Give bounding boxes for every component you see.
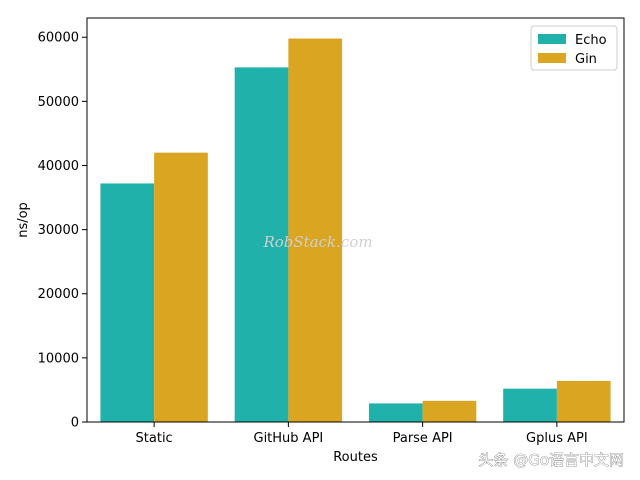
y-tick-label: 0 [71,416,79,431]
y-axis-label: ns/op [16,202,31,238]
y-tick-label: 50000 [38,95,79,110]
bar-echo-gplus-api [503,388,557,422]
legend: Echo Gin [530,25,618,71]
bar-gin-gplus-api [556,380,611,422]
x-tick-label: Static [136,431,173,446]
plot-frame [86,17,625,423]
x-tick-label: Gplus API [526,431,588,446]
x-axis-ticks: Static GitHub API Parse API Gplus API [136,422,588,446]
bars-group [100,38,611,423]
y-tick-label: 30000 [38,223,79,238]
bar-gin-parse-api [422,400,477,422]
watermark-corner: 头条 @Go语言中文网 [478,451,624,469]
legend-label-gin: Gin [575,52,597,67]
bar-gin-github-api [288,38,343,423]
y-tick-label: 40000 [38,159,79,174]
legend-label-echo: Echo [575,33,607,48]
y-tick-label: 10000 [38,351,79,366]
legend-swatch-echo [538,34,566,44]
bar-echo-static [100,183,155,422]
y-axis-ticks: 0 10000 20000 30000 40000 50000 60000 [38,31,87,431]
watermark-center: RobStack.com [262,233,372,251]
x-tick-label: GitHub API [254,431,324,446]
bar-echo-github-api [234,67,289,422]
x-axis-label: Routes [333,450,378,465]
y-tick-label: 60000 [38,31,79,46]
bar-echo-parse-api [368,403,423,422]
y-tick-label: 20000 [38,287,79,302]
x-tick-label: Parse API [393,431,453,446]
legend-swatch-gin [538,53,566,63]
bar-gin-static [154,152,208,422]
